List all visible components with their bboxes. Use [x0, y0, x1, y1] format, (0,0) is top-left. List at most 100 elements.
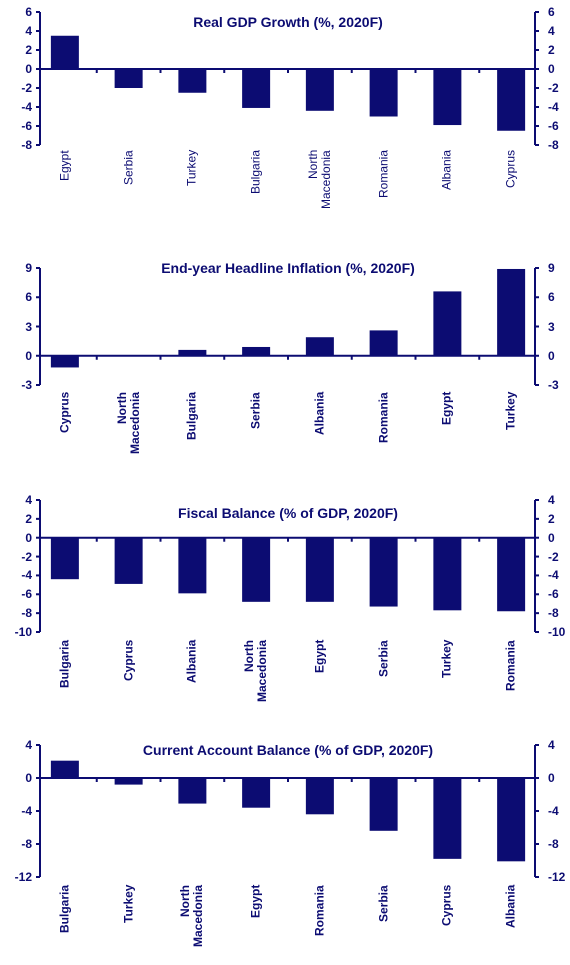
y-tick-label: 2 [25, 43, 32, 57]
y-tick-label: 4 [25, 24, 32, 38]
x-tick-label: Serbia [376, 640, 391, 677]
x-tick-label: Bulgaria [184, 392, 199, 441]
bar [369, 537, 398, 607]
y-tick-label: -2 [548, 81, 559, 95]
y-tick-label: -8 [21, 138, 32, 152]
y-tick-label: 6 [25, 290, 32, 305]
x-tick-label: Bulgaria [57, 885, 72, 934]
y-tick-label: -3 [548, 378, 559, 392]
bar [50, 537, 79, 580]
x-tick-label: Serbia [376, 885, 391, 922]
y-tick-label: 9 [548, 261, 555, 275]
y-tick-label: -3 [21, 378, 32, 392]
x-tick-label: Cyprus [57, 392, 72, 434]
x-tick-label: Turkey [184, 150, 199, 187]
x-tick-label: North Macedonia [114, 392, 142, 455]
y-tick-label: -6 [21, 119, 32, 133]
bar [50, 35, 79, 69]
y-tick-label: -4 [548, 100, 559, 114]
y-tick-label: -8 [21, 837, 32, 851]
y-tick-label: -8 [548, 606, 559, 621]
y-tick-label: -8 [548, 837, 559, 851]
bar [369, 330, 398, 356]
bar [178, 537, 207, 594]
y-tick-label: 4 [548, 738, 555, 752]
x-tick-label: Turkey [439, 640, 454, 679]
chart-title: End-year Headline Inflation (%, 2020F) [161, 260, 415, 276]
x-tick-label: Cyprus [503, 150, 518, 189]
chart-title: Current Account Balance (% of GDP, 2020F… [142, 742, 434, 758]
y-tick-label: 0 [548, 348, 555, 363]
y-tick-label: -12 [548, 870, 566, 884]
y-tick-label: -4 [21, 804, 32, 818]
x-tick-label: Serbia [248, 392, 263, 429]
y-tick-label: -4 [21, 568, 32, 583]
bar [50, 355, 79, 368]
x-tick-label: Romania [376, 150, 391, 199]
bar [433, 778, 462, 859]
y-tick-label: -8 [548, 138, 559, 152]
bar [114, 537, 143, 584]
bar [242, 69, 271, 108]
y-tick-label: -6 [21, 587, 32, 602]
x-tick-label: Albania [184, 640, 199, 684]
x-tick-label: Albania [503, 885, 518, 929]
y-tick-label: -10 [548, 625, 566, 639]
x-tick-label: Romania [503, 640, 518, 691]
bar [369, 69, 398, 117]
y-tick-label: 2 [548, 43, 555, 57]
y-tick-label: 6 [548, 5, 555, 19]
x-tick-label: North Macedonia [305, 150, 333, 209]
x-tick-label: Bulgaria [57, 640, 72, 689]
y-tick-label: -4 [548, 568, 559, 583]
bar [178, 69, 207, 93]
x-tick-label: Bulgaria [248, 150, 263, 195]
bar [242, 778, 271, 808]
y-tick-label: 3 [548, 319, 555, 334]
y-tick-label: 0 [25, 62, 32, 76]
bar [242, 537, 271, 602]
bar [114, 69, 143, 88]
y-tick-label: -6 [548, 119, 559, 133]
bar [305, 337, 334, 356]
chart-title: Fiscal Balance (% of GDP, 2020F) [178, 505, 398, 521]
x-tick-label: Egypt [312, 640, 327, 674]
bar [497, 268, 526, 356]
chart-title: Real GDP Growth (%, 2020F) [193, 14, 383, 30]
bar [305, 778, 334, 815]
bar [178, 778, 207, 804]
y-tick-label: 0 [25, 348, 32, 363]
y-tick-label: -2 [21, 81, 32, 95]
y-tick-label: -8 [21, 606, 32, 621]
y-tick-label: 0 [548, 530, 555, 545]
x-tick-label: Turkey [121, 885, 136, 924]
x-tick-label: Romania [376, 392, 391, 443]
bar [242, 346, 271, 356]
x-tick-label: North Macedonia [242, 640, 270, 703]
x-tick-label: North Macedonia [178, 885, 206, 948]
y-tick-label: 0 [548, 62, 555, 76]
y-tick-label: -6 [548, 587, 559, 602]
x-tick-label: Egypt [248, 885, 263, 919]
y-tick-label: 6 [25, 5, 32, 19]
bar [305, 69, 334, 111]
y-tick-label: 4 [25, 738, 32, 752]
y-tick-label: 4 [25, 493, 32, 507]
bar [433, 291, 462, 356]
x-tick-label: Egypt [439, 392, 454, 426]
x-tick-label: Romania [312, 885, 327, 936]
y-tick-label: 2 [25, 511, 32, 526]
bar [433, 537, 462, 611]
y-tick-label: -4 [548, 804, 559, 818]
bar [50, 760, 79, 778]
x-tick-label: Albania [312, 392, 327, 436]
x-tick-label: Egypt [57, 150, 72, 181]
y-tick-label: 9 [25, 261, 32, 275]
bar [178, 349, 207, 356]
y-tick-label: -10 [14, 625, 32, 639]
bar [497, 778, 526, 862]
bar [497, 69, 526, 131]
y-tick-label: 0 [548, 771, 555, 785]
bar [369, 778, 398, 831]
